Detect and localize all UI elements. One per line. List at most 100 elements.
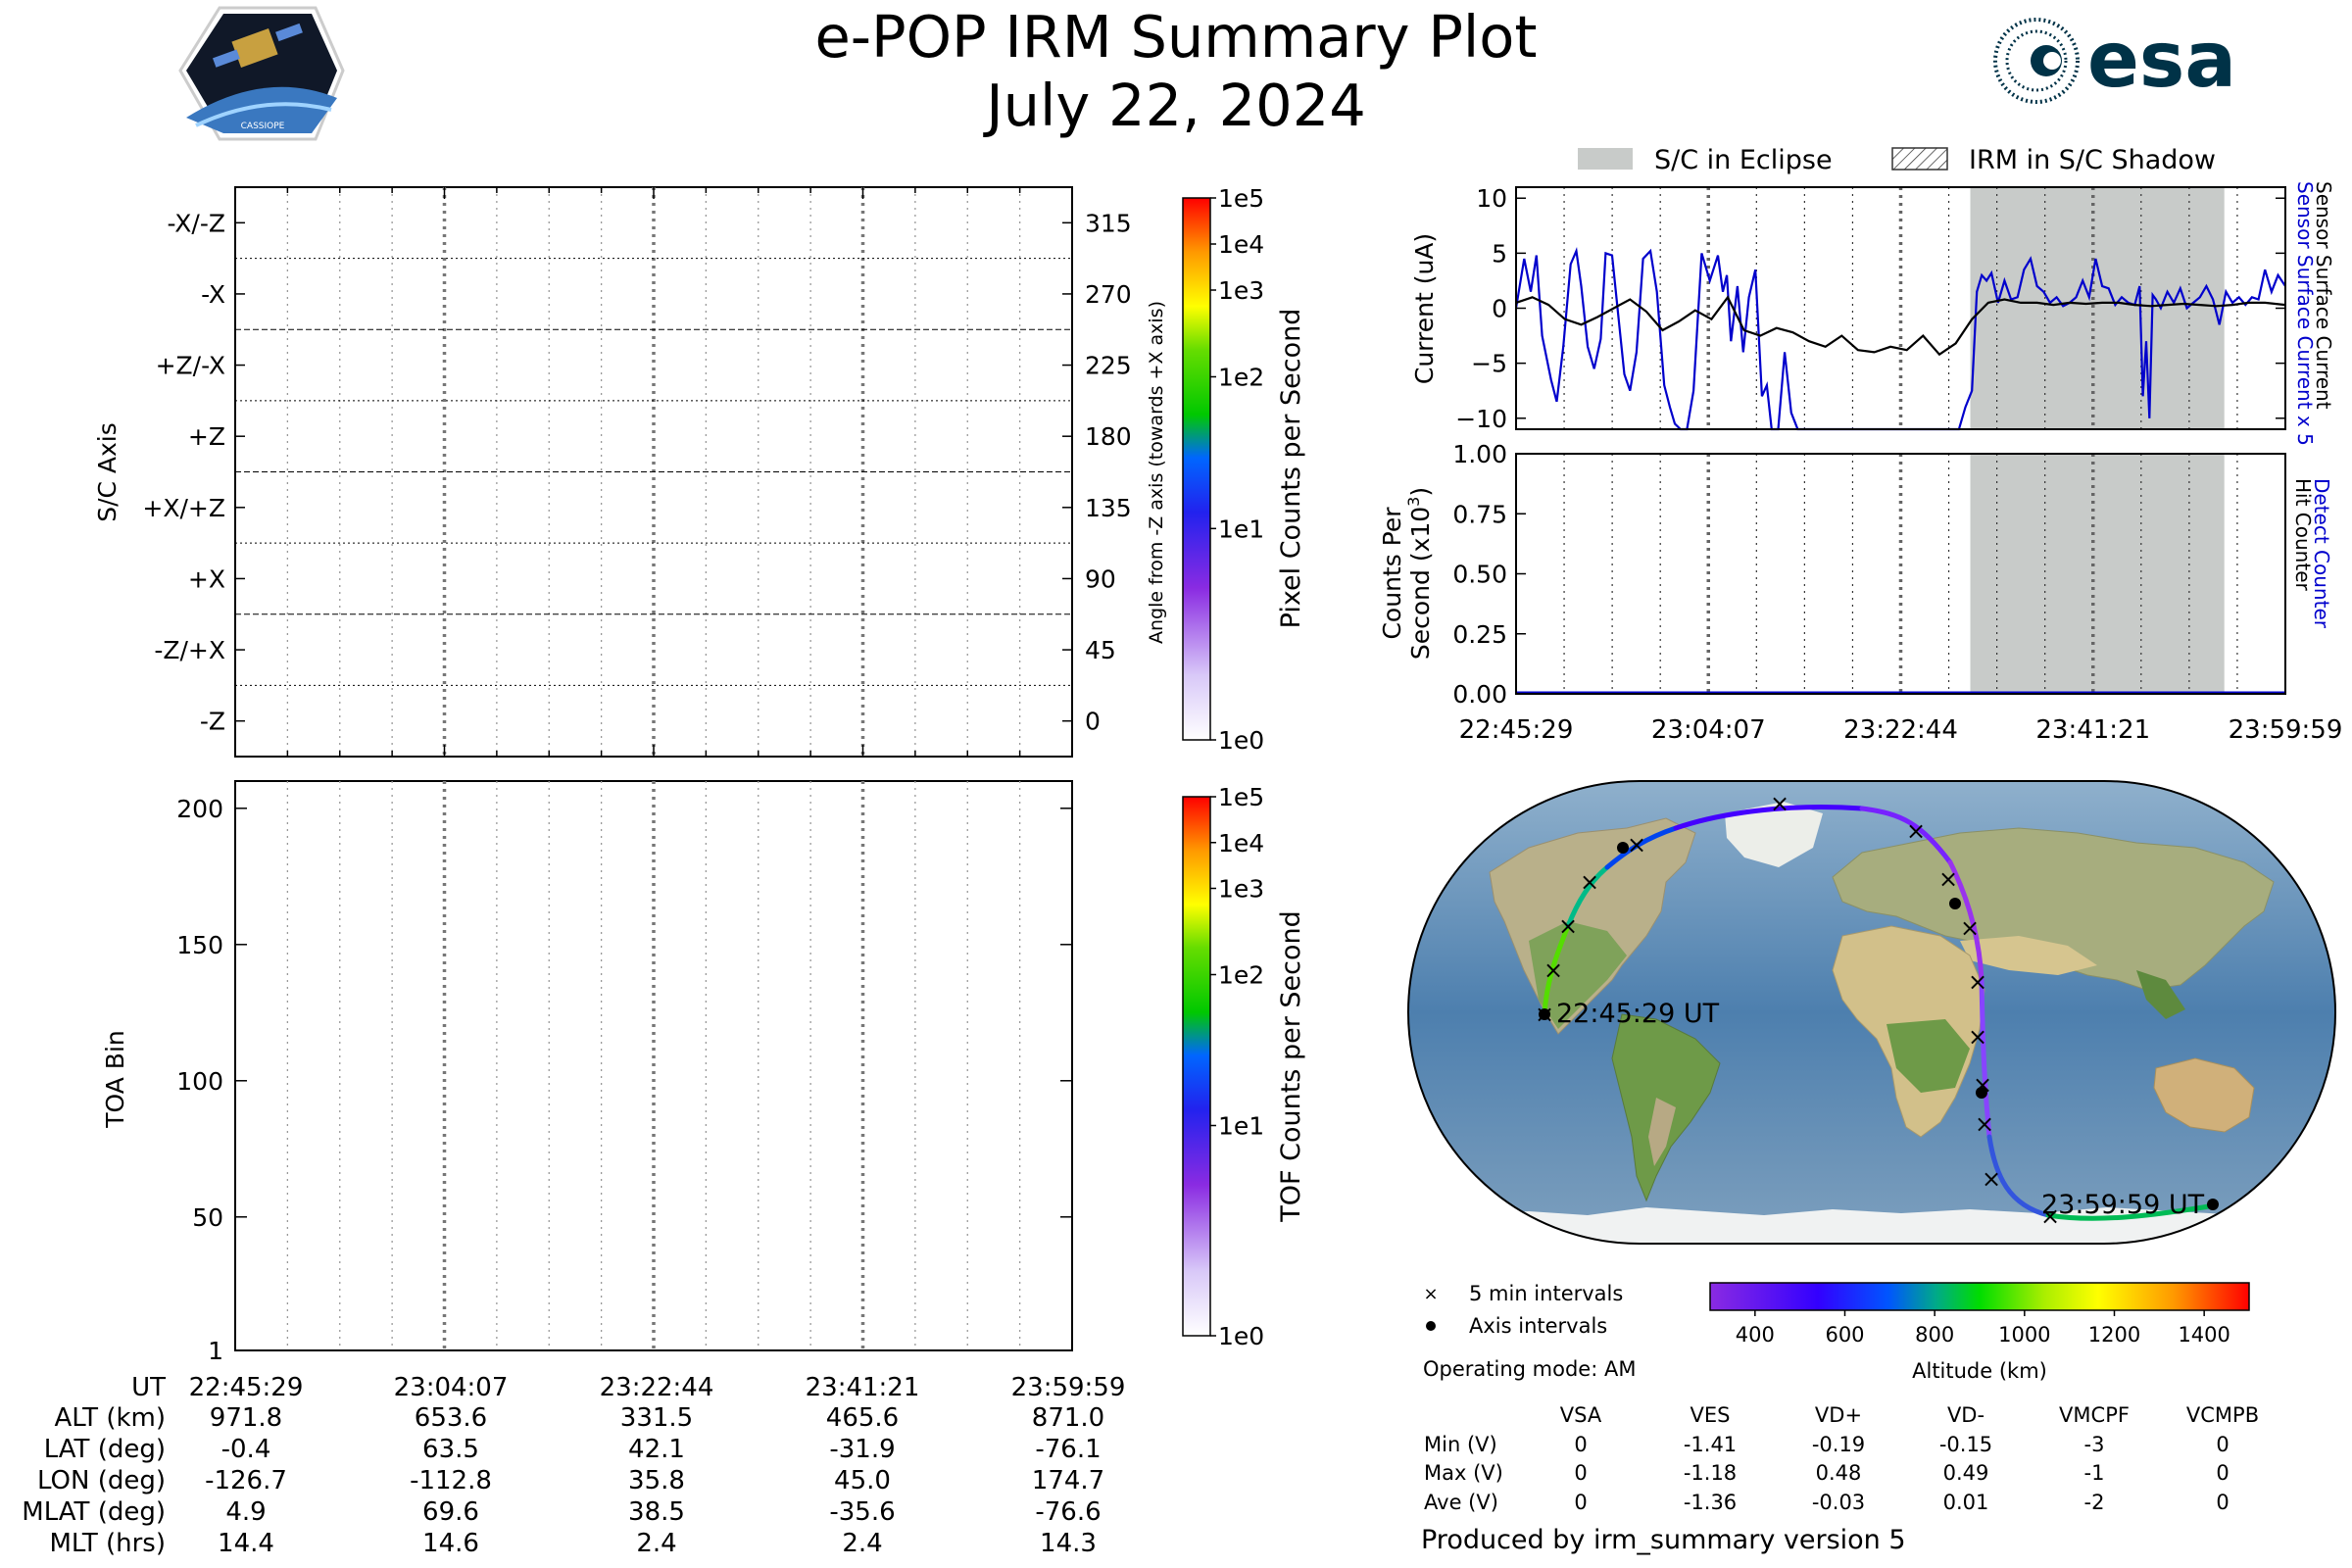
- toa-tick-label: 200: [176, 795, 223, 823]
- angle-tick-label: 225: [1085, 352, 1132, 380]
- ut-table-row-label: UT: [131, 1373, 166, 1402]
- toa-tick-label: 100: [176, 1067, 223, 1096]
- ut-table-cell: 35.8: [628, 1466, 685, 1495]
- ut-table-cell: 23:22:44: [600, 1373, 714, 1402]
- surface-current-line: [1515, 295, 2286, 357]
- ut-table-cell: 14.3: [1040, 1529, 1097, 1558]
- ut-table-cell: 38.5: [628, 1497, 685, 1527]
- operating-mode: Operating mode: AM: [1423, 1357, 1636, 1381]
- map-start-label: 22:45:29 UT: [1556, 999, 1720, 1029]
- tof-colorbar-label: TOF Counts per Second: [1276, 910, 1306, 1223]
- ut-table-cell: -126.7: [205, 1466, 287, 1495]
- voltage-cell: -2: [2084, 1491, 2105, 1514]
- colorbar-tick-label: 1e4: [1218, 829, 1264, 858]
- ut-table-cell: 871.0: [1032, 1403, 1104, 1433]
- altitude-tick-label: 600: [1825, 1323, 1864, 1347]
- ut-table-row-label: MLAT (deg): [22, 1497, 166, 1527]
- current-ylabel: Current (uA): [1410, 233, 1439, 384]
- sc-axis-ylabel: S/C Axis: [93, 422, 122, 522]
- ut-table-cell: 14.4: [218, 1529, 274, 1558]
- five-min-marker: ×: [2040, 1202, 2060, 1230]
- angle-tick-label: 270: [1085, 280, 1132, 309]
- ut-table-cell: -76.1: [1035, 1435, 1101, 1464]
- ut-table-cell: 45.0: [834, 1466, 891, 1495]
- legend-dot-marker: [1426, 1321, 1436, 1331]
- legend-5min-label: 5 min intervals: [1469, 1282, 1623, 1305]
- toa-tick-label: 1: [208, 1337, 223, 1365]
- voltage-header: VSA: [1560, 1403, 1602, 1427]
- time-tick-label: 22:45:29: [1459, 715, 1574, 745]
- voltage-row-label: Ave (V): [1424, 1491, 1498, 1514]
- colorbar-tick-label: 1e3: [1218, 875, 1264, 904]
- colorbar-tick-label: 1e0: [1218, 1322, 1264, 1350]
- altitude-tick-label: 400: [1736, 1323, 1775, 1347]
- five-min-marker: ×: [1580, 868, 1599, 896]
- five-min-marker: ×: [1906, 817, 1926, 845]
- eclipse-band: [1970, 187, 2225, 429]
- ut-table-cell: 23:41:21: [806, 1373, 920, 1402]
- current-tick-label: 5: [1492, 239, 1507, 268]
- colorbar-tick-label: 1e0: [1218, 726, 1264, 755]
- ut-table-cell: 22:45:29: [189, 1373, 304, 1402]
- angle-tick-label: 180: [1085, 422, 1132, 451]
- counts-panel: 1.00 0.75 0.50 0.25 0.00 22:45:29 23:04:07 23:…: [1378, 440, 2342, 745]
- voltage-row-label: Min (V): [1424, 1433, 1497, 1456]
- colorbar-tick-label: 1e2: [1218, 961, 1264, 990]
- angle-tick-label: 315: [1085, 209, 1132, 237]
- time-tick-label: 23:22:44: [1843, 715, 1958, 745]
- voltage-cell: 0.48: [1816, 1461, 1862, 1485]
- counts-tick-label: 0.25: [1452, 620, 1507, 649]
- angle-tick-label: 45: [1085, 636, 1116, 664]
- counts-tick-label: 0.75: [1452, 500, 1507, 528]
- counts-ylabel-2: Second (x10: [1406, 507, 1435, 660]
- current-tick-label: −10: [1455, 405, 1507, 433]
- sc-axis-tick-label: -X: [201, 280, 225, 309]
- eclipse-legend-label: S/C in Eclipse: [1654, 145, 1833, 175]
- ut-table-cell: 42.1: [628, 1435, 685, 1464]
- axis-interval-marker: [1539, 1008, 1550, 1020]
- counts-ylabel-sup: 3: [1404, 497, 1423, 507]
- current-tick-label: −5: [1471, 350, 1507, 378]
- ut-table-cell: 465.6: [826, 1403, 899, 1433]
- counts-tick-label: 0.00: [1452, 680, 1507, 709]
- voltage-cell: -0.15: [1939, 1433, 1992, 1456]
- ut-table-row-label: LAT (deg): [44, 1435, 166, 1464]
- map-end-label: 23:59:59 UT: [2041, 1190, 2205, 1220]
- colorbar-tick-label: 1e5: [1218, 783, 1264, 811]
- sc-axis-tick-label: -Z/+X: [154, 636, 225, 664]
- colorbar-tick-label: 1e1: [1218, 514, 1264, 543]
- ut-table-cell: 653.6: [415, 1403, 487, 1433]
- sc-axis-tick-label: +Z/-X: [156, 352, 225, 380]
- ut-table-cell: -112.8: [410, 1466, 492, 1495]
- angle-tick-label: 90: [1085, 564, 1116, 593]
- sc-axis-panel: -X/-Z -X +Z/-X +Z +X/+Z +X -Z/+X -Z 315 270 225 18…: [93, 186, 1167, 1350]
- esa-logo-text: esa: [2087, 17, 2236, 105]
- ut-table-cell: 63.5: [422, 1435, 479, 1464]
- ground-track: [1542, 805, 2218, 1221]
- altitude-tick-label: 1200: [2088, 1323, 2140, 1347]
- altitude-tick-label: 1000: [1998, 1323, 2050, 1347]
- voltage-cell: 0: [1574, 1491, 1587, 1514]
- ut-table-row-label: MLT (hrs): [50, 1529, 167, 1558]
- ut-table-row-label: LON (deg): [37, 1466, 166, 1495]
- five-min-marker: ×: [1558, 912, 1578, 940]
- voltage-header: VES: [1690, 1403, 1731, 1427]
- pixel-colorbar: 1e5 1e4 1e3 1e2 1e1 1e0 Pixel Counts per Seco…: [1182, 184, 1306, 755]
- ut-table-cell: -76.6: [1035, 1497, 1101, 1527]
- footer-text: Produced by irm_summary version 5: [1421, 1525, 1906, 1555]
- angle-tick-label: 0: [1085, 708, 1101, 736]
- land-eurasia: [1832, 827, 2275, 991]
- voltage-header: VD+: [1815, 1403, 1862, 1427]
- colorbar-tick-label: 1e3: [1218, 276, 1264, 305]
- ut-table-cell: 23:04:07: [394, 1373, 509, 1402]
- axis-interval-marker: [2207, 1199, 2219, 1210]
- five-min-marker: ×: [1982, 1165, 2001, 1193]
- current-panel: 10 5 0 −5 −10 Current (uA) Sensor Surface Cu…: [1410, 181, 2335, 446]
- five-min-marker: ×: [1968, 1023, 1987, 1051]
- voltage-row-label: Max (V): [1424, 1461, 1503, 1485]
- sc-axis-tick-label: +X/+Z: [142, 494, 225, 522]
- voltage-header: VD-: [1947, 1403, 1984, 1427]
- eclipse-band: [1970, 454, 2225, 694]
- logo-left-text: CASSIOPE: [241, 122, 285, 131]
- eclipse-legend-swatch: [1578, 148, 1633, 170]
